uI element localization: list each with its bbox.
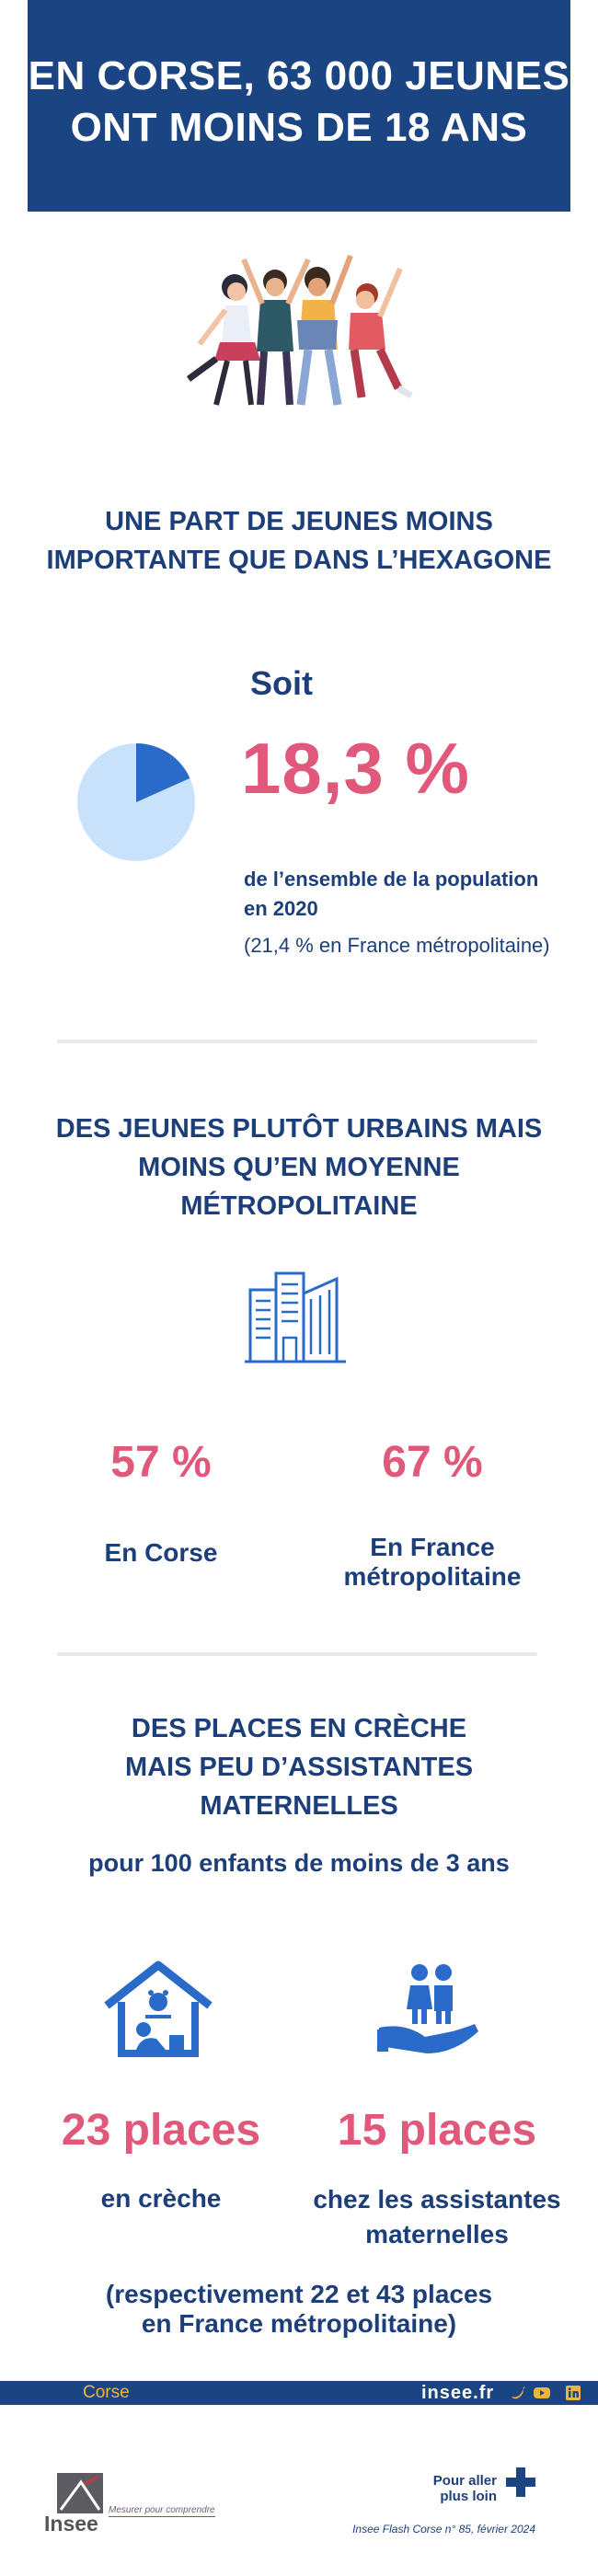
urban-share-france: 67 % — [382, 1438, 483, 1487]
section-2-title-line-1: DES JEUNES PLUTÔT URBAINS MAIS — [55, 1114, 543, 1144]
creche-places: 23 places — [61, 2106, 261, 2155]
footer-site-link[interactable]: insee.fr — [421, 2383, 495, 2403]
section-1-title: UNE PART DE JEUNES MOINS IMPORTANTE QUE … — [18, 502, 580, 580]
section-3-note-line-2: en France métropolitaine) — [141, 2309, 457, 2338]
section-2-title-line-2: MOINS QU’EN MOYENNE — [138, 1153, 460, 1182]
creche-label: en crèche — [100, 2184, 222, 2213]
section-3-note-line-1: (respectivement 22 et 43 places — [105, 2280, 493, 2308]
group-of-young-people-illustration — [186, 254, 413, 406]
share-description: de l’ensemble de la population en 2020 — [244, 865, 538, 924]
childcare-hand-icon — [377, 1964, 478, 2053]
assistantes-label: chez les assistantes maternelles — [304, 2182, 570, 2252]
assistantes-label-line-2: maternelles — [365, 2220, 509, 2248]
share-description-line-1: de l’ensemble de la population — [244, 868, 539, 891]
section-3-title-line-3: MATERNELLES — [200, 1791, 398, 1821]
share-comparison: (21,4 % en France métropolitaine) — [244, 934, 550, 957]
pie-share-slice — [136, 743, 190, 802]
population-share-pie — [77, 743, 195, 861]
more-info-line-2: plus loin — [440, 2489, 497, 2504]
city-buildings-icon — [245, 1271, 346, 1363]
urban-share-corse: 57 % — [110, 1438, 212, 1487]
assistantes-places: 15 places — [337, 2106, 537, 2155]
page-title-line-1: EN CORSE, 63 000 JEUNES — [28, 53, 570, 98]
youtube-icon[interactable] — [534, 2385, 550, 2401]
share-percent: 18,3 % — [241, 728, 470, 809]
section-3-title: DES PLACES EN CRÈCHE MAIS PEU D’ASSISTAN… — [18, 1709, 580, 1825]
section-3-note: (respectivement 22 et 43 places en Franc… — [28, 2280, 570, 2339]
soit-label: Soit — [250, 664, 313, 702]
nursery-house-icon — [104, 1961, 213, 2057]
divider-1 — [57, 1040, 537, 1043]
assistantes-label-line-1: chez les assistantes — [313, 2185, 561, 2214]
title-banner — [28, 0, 570, 212]
section-3-title-line-2: MAIS PEU D’ASSISTANTES — [124, 1753, 474, 1782]
urban-label-france-line-1: En France — [370, 1533, 495, 1561]
footer-region: Corse — [83, 2383, 130, 2402]
more-info-line-1: Pour aller — [432, 2473, 497, 2489]
section-1-title-line-2: IMPORTANTE QUE DANS L’HEXAGONE — [46, 546, 552, 575]
urban-label-france-line-2: métropolitaine — [343, 1562, 522, 1591]
page-title-line-2: ONT MOINS DE 18 ANS — [70, 105, 528, 150]
section-1-title-line-1: UNE PART DE JEUNES MOINS — [105, 507, 493, 536]
twitter-icon[interactable] — [510, 2385, 526, 2401]
insee-logo-icon — [57, 2473, 103, 2513]
divider-2 — [57, 1652, 537, 1656]
footer-bar — [0, 2381, 598, 2405]
more-info-link[interactable]: Pour aller plus loin — [423, 2473, 497, 2504]
insee-logo-text: Insee — [44, 2512, 98, 2536]
publication-reference: Insee Flash Corse n° 85, février 2024 — [352, 2523, 535, 2536]
section-3-subtitle: pour 100 enfants de moins de 3 ans — [88, 1849, 510, 1877]
linkedin-icon[interactable] — [565, 2385, 581, 2401]
section-3-title-line-1: DES PLACES EN CRÈCHE — [131, 1714, 467, 1743]
urban-label-france: En France métropolitaine — [322, 1533, 543, 1592]
urban-label-corse: En Corse — [104, 1538, 218, 1567]
section-2-title: DES JEUNES PLUTÔT URBAINS MAIS MOINS QU’… — [18, 1110, 580, 1225]
insee-slogan: Mesurer pour comprendre — [109, 2505, 215, 2517]
share-description-line-2: en 2020 — [244, 897, 318, 920]
plus-icon[interactable] — [506, 2467, 535, 2497]
section-2-title-line-3: MÉTROPOLITAINE — [180, 1191, 418, 1221]
page-title: EN CORSE, 63 000 JEUNES ONT MOINS DE 18 … — [28, 51, 570, 154]
